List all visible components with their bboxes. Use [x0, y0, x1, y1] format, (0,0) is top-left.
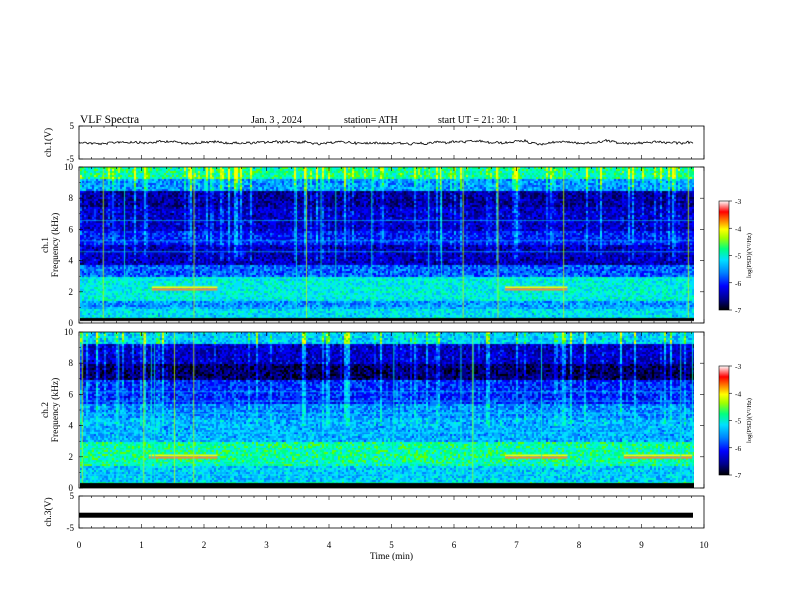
y-tick-label: 4 [69, 421, 74, 431]
ch1-waveform-line [78, 138, 694, 146]
colorbar-tick-label: -7 [735, 306, 741, 315]
x-tick-label: 4 [327, 540, 332, 550]
colorbar-gradient [718, 200, 730, 311]
y-tick-label: 8 [69, 193, 74, 203]
ch3-waveform-panel: 5 -5 ch.3(V) 0 1 2 3 4 5 6 7 8 9 10 Time (min) [43, 491, 709, 562]
x-axis-label: Time (min) [370, 551, 413, 562]
x-tick-label: 7 [514, 540, 519, 550]
y-axis-label-frequency: Frequency (kHz) [50, 378, 61, 443]
y-tick-label: 6 [69, 224, 74, 234]
colorbar-tick-label: -5 [735, 252, 741, 261]
x-tick-label: 2 [202, 540, 207, 550]
colorbar-tick-label: -6 [735, 279, 741, 288]
ch1-spectrogram: 0 2 4 6 8 10 ch.1 Frequency (kHz) -3 -4 -5 -6 -7 log(… [41, 162, 753, 328]
y-tick-label: 2 [69, 452, 74, 462]
y-axis-label-frequency: Frequency (kHz) [50, 213, 61, 278]
y-axis-label-channel: ch.1 [41, 237, 51, 253]
colorbar-gradient [718, 365, 730, 476]
colorbar-tick-label: -4 [735, 389, 741, 398]
spectrogram-image [80, 167, 694, 323]
start-time-label: start UT = 21: 30: 1 [438, 115, 518, 126]
y-tick-label: 4 [69, 256, 74, 266]
colorbar-tick-label: -4 [735, 224, 741, 233]
station-label: station= ATH [344, 115, 398, 126]
x-tick-label: 1 [139, 540, 144, 550]
x-tick-label: 0 [77, 540, 82, 550]
colorbar: -3 -4 -5 -6 -7 log(PSD)(V²/Hz) [718, 362, 753, 480]
date-label: Jan. 3 , 2024 [251, 115, 302, 126]
y-axis-label: ch.1(V) [43, 128, 54, 157]
y-tick-label: 10 [64, 327, 74, 337]
x-tick-label: 9 [639, 540, 644, 550]
colorbar-label: log(PSD)(V²/Hz) [746, 233, 753, 278]
y-tick-label: 8 [69, 358, 74, 368]
colorbar-tick-label: -3 [735, 362, 741, 371]
y-tick-label: 5 [70, 121, 75, 131]
y-tick-label: -5 [67, 154, 75, 164]
x-tick-label: 5 [389, 540, 394, 550]
ch1-waveform-panel: 5 -5 ch.1(V) [43, 121, 705, 164]
figure-title: VLF Spectra [80, 114, 140, 126]
x-tick-label: 8 [577, 540, 582, 550]
colorbar-tick-label: -5 [735, 417, 741, 426]
y-tick-label: 2 [69, 287, 74, 297]
ch3-waveform-line [79, 512, 693, 518]
y-axis-label-channel: ch.2 [41, 402, 51, 418]
colorbar-tick-label: -7 [735, 471, 741, 480]
x-tick-label: 10 [700, 540, 710, 550]
colorbar-tick-label: -6 [735, 444, 741, 453]
colorbar-label: log(PSD)(V²/Hz) [746, 398, 753, 443]
y-tick-label: 6 [69, 389, 74, 399]
x-tick-label: 6 [452, 540, 457, 550]
ch2-spectrogram: 0 2 4 6 8 10 ch.2 Frequency (kHz) -3 -4 -5 -6 -7 log(… [41, 327, 753, 493]
y-tick-label: 5 [70, 491, 75, 501]
colorbar-tick-label: -3 [735, 197, 741, 206]
panel-frame [78, 495, 705, 529]
y-tick-label: 10 [64, 162, 74, 172]
x-tick-label: 3 [264, 540, 269, 550]
colorbar: -3 -4 -5 -6 -7 log(PSD)(V²/Hz) [718, 197, 753, 315]
y-tick-label: 0 [69, 318, 74, 328]
y-axis-label: ch.3(V) [43, 497, 54, 526]
y-tick-label: -5 [67, 523, 75, 533]
spectrogram-image [80, 332, 694, 488]
y-tick-label: 0 [69, 483, 74, 493]
